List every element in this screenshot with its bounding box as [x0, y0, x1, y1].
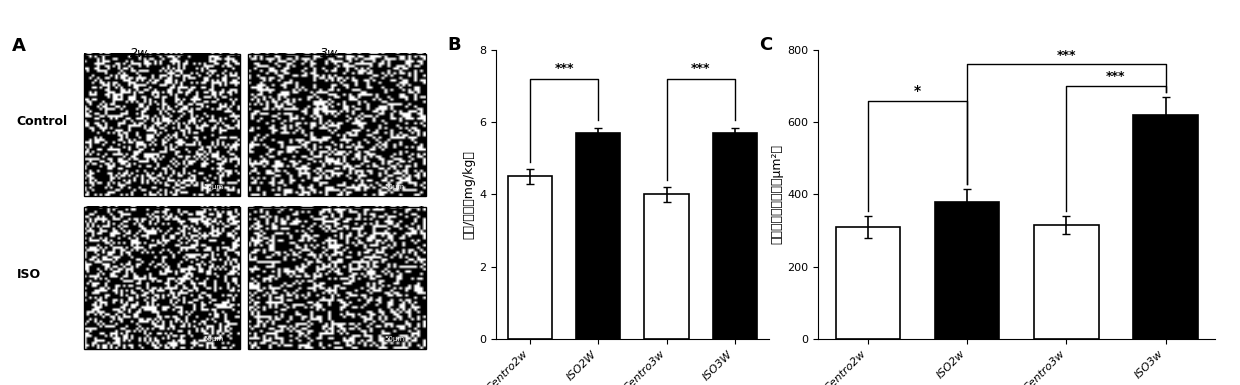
- Text: ***: ***: [1106, 70, 1126, 83]
- Y-axis label: 心重/体重（mg/kg）: 心重/体重（mg/kg）: [463, 150, 475, 239]
- Text: C: C: [759, 36, 773, 54]
- Bar: [1034, 225, 1099, 339]
- Y-axis label: 心肌细胞横截面积（μm²）: 心肌细胞横截面积（μm²）: [770, 144, 784, 244]
- Text: B: B: [446, 36, 460, 54]
- Text: 3w: 3w: [320, 47, 337, 60]
- Bar: [84, 54, 241, 196]
- Bar: [84, 206, 241, 349]
- Text: *: *: [914, 84, 921, 98]
- Bar: [645, 194, 688, 339]
- Text: ***: ***: [554, 62, 574, 75]
- Text: 50μm: 50μm: [203, 184, 223, 189]
- Bar: [935, 202, 999, 339]
- Bar: [248, 206, 425, 349]
- Bar: [713, 133, 756, 339]
- Text: A: A: [12, 37, 26, 55]
- Text: 2w: 2w: [130, 47, 148, 60]
- Bar: [248, 54, 425, 196]
- Bar: [1133, 115, 1198, 339]
- Text: 50μm: 50μm: [203, 336, 223, 342]
- Bar: [577, 133, 620, 339]
- Text: ***: ***: [691, 62, 711, 75]
- Text: Control: Control: [16, 116, 68, 128]
- Bar: [836, 227, 900, 339]
- Text: 50μm: 50μm: [384, 184, 404, 189]
- Bar: [508, 176, 552, 339]
- Text: 50μm: 50μm: [384, 336, 404, 342]
- Text: ***: ***: [1056, 49, 1076, 62]
- Text: ISO: ISO: [16, 268, 41, 281]
